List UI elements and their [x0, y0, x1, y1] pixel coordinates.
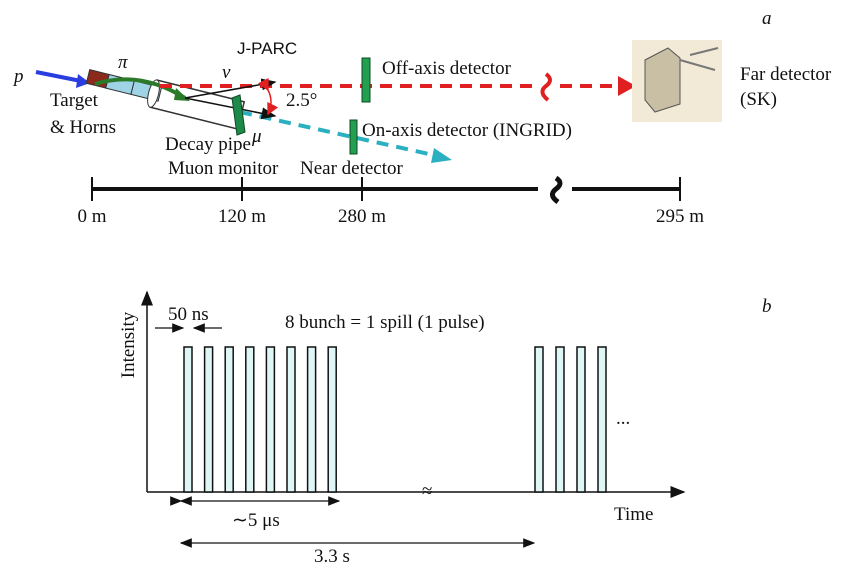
distance-label: 280 m [338, 206, 386, 227]
on-axis-detector [350, 120, 357, 154]
diagram: a p π J-PARC ν μ 2.5° Off-axis detector … [0, 0, 843, 564]
decay-pipe-label: Decay pipe [165, 134, 251, 155]
bunch [556, 347, 564, 492]
facility-label: J-PARC [237, 39, 297, 58]
on-axis-label: On-axis detector (INGRID) [362, 120, 572, 141]
pion-label: π [118, 52, 128, 73]
bunch [535, 347, 543, 492]
bunch [205, 347, 213, 492]
bunch [225, 347, 233, 492]
distance-label: 295 m [656, 206, 704, 227]
bunches [184, 347, 606, 492]
far-detector-label: (SK) [740, 89, 777, 110]
bunch [266, 347, 274, 492]
off-axis-detector [362, 58, 370, 102]
axis-break: ≈ [422, 481, 432, 502]
bunch-width-label: 50 ns [168, 304, 209, 325]
distance-label: 120 m [218, 206, 266, 227]
neutrino-label: ν [222, 62, 231, 83]
on-axis-arrowhead [431, 148, 452, 163]
bunch [184, 347, 192, 492]
muon-arrow [185, 98, 275, 116]
near-detector-label: Near detector [300, 158, 404, 179]
axis-break [552, 178, 560, 202]
angle-arc [268, 90, 271, 114]
panel-label: b [762, 296, 772, 317]
continuation: ... [616, 408, 630, 429]
angle-label: 2.5° [286, 90, 317, 111]
bunch [287, 347, 295, 492]
bunch [328, 347, 336, 492]
off-axis-label: Off-axis detector [382, 58, 512, 79]
bunch [308, 347, 316, 492]
page: J-PARC beam diagram {"panel_a": {"label"… [0, 0, 843, 564]
target-label: & Horns [50, 117, 116, 138]
beam-break [542, 74, 550, 100]
target [86, 70, 109, 88]
far-detector-label: Far detector [740, 64, 832, 85]
bunch [598, 347, 606, 492]
panel-label: a [762, 8, 772, 29]
proton-label: p [12, 66, 24, 87]
bunch [246, 347, 254, 492]
x-axis-label: Time [614, 504, 653, 525]
spill-note: 8 bunch = 1 spill (1 pulse) [285, 312, 485, 333]
period-label: 3.3 s [314, 546, 350, 564]
distance-label: 0 m [77, 206, 106, 227]
y-axis-label: Intensity [118, 311, 139, 378]
muon-label: μ [251, 126, 262, 147]
far-detector-tank [645, 48, 680, 112]
spill-length-label: ∼5 μs [232, 510, 280, 531]
body: a p π J-PARC ν μ 2.5° Off-axis detector … [0, 0, 843, 564]
muon-monitor-label: Muon monitor [168, 158, 279, 179]
target-label: Target [50, 90, 99, 111]
bunch [577, 347, 585, 492]
